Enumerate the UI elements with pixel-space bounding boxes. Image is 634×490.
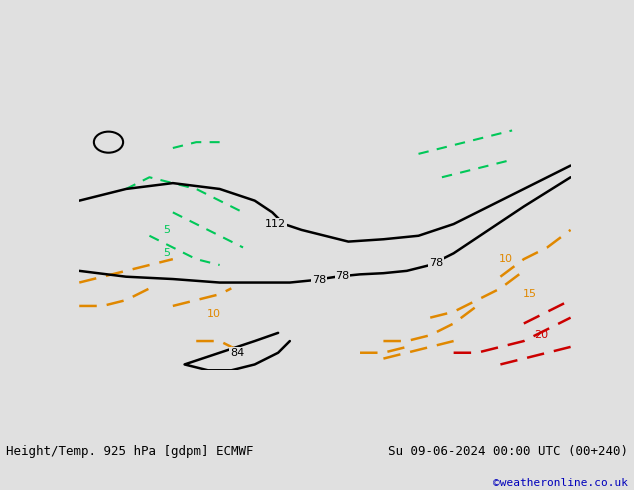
Text: 10: 10 — [207, 309, 221, 319]
Text: 20: 20 — [534, 330, 548, 340]
Text: Height/Temp. 925 hPa [gdpm] ECMWF: Height/Temp. 925 hPa [gdpm] ECMWF — [6, 445, 254, 458]
Text: 5: 5 — [164, 225, 171, 235]
Text: 84: 84 — [230, 348, 244, 358]
Text: ©weatheronline.co.uk: ©weatheronline.co.uk — [493, 478, 628, 488]
Text: 112: 112 — [265, 219, 287, 229]
Text: 78: 78 — [335, 270, 349, 281]
Text: 10: 10 — [499, 254, 514, 264]
Text: 5: 5 — [164, 248, 171, 258]
Text: 78: 78 — [312, 275, 327, 285]
Text: 78: 78 — [429, 258, 443, 268]
Text: Su 09-06-2024 00:00 UTC (00+240): Su 09-06-2024 00:00 UTC (00+240) — [387, 445, 628, 458]
Text: 15: 15 — [522, 289, 536, 299]
